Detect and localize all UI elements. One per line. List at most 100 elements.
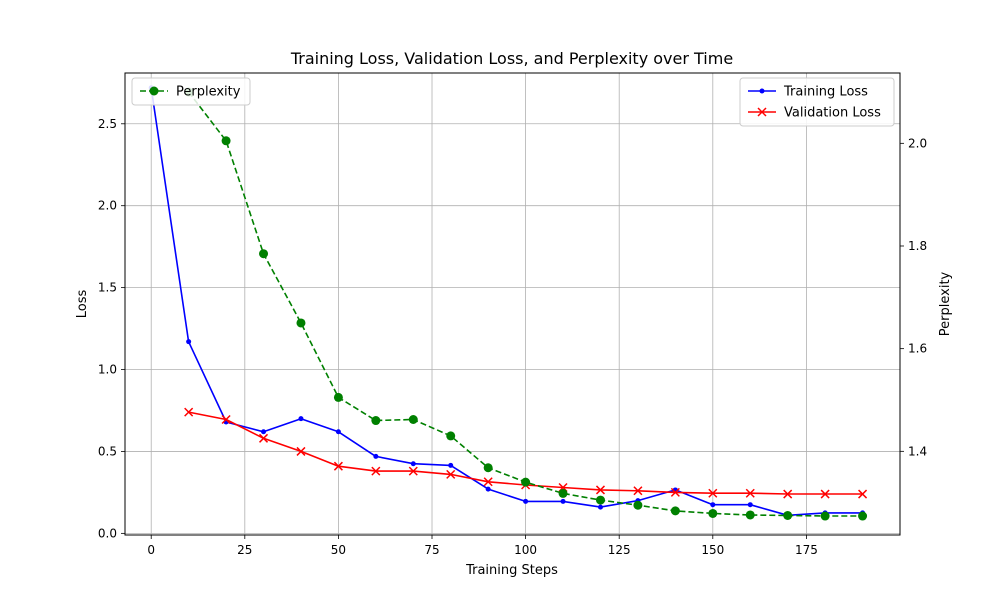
validation-loss-point [333, 461, 343, 471]
validation-loss-point [258, 433, 269, 443]
perplexity-point [483, 463, 493, 473]
training-loss-line [150, 87, 863, 517]
y2-tick-label: 1.4 [908, 444, 927, 458]
perplexity-point [371, 416, 381, 426]
perplexity-series [184, 87, 868, 521]
legend-label-perplexity: Perplexity [176, 85, 241, 100]
x-tick-label: 50 [331, 543, 346, 557]
x-marker-stroke [408, 466, 418, 476]
legend-marker-validation-loss [757, 107, 767, 117]
training-loss-point [747, 502, 753, 508]
training-loss-point [298, 416, 304, 422]
training-loss-point [448, 462, 454, 468]
x-tick-label: 175 [795, 543, 818, 557]
y-tick-label: 0.0 [98, 526, 117, 540]
y-tick-label: 2.0 [98, 199, 117, 213]
x-marker-stroke [708, 488, 718, 498]
perplexity-point [670, 506, 680, 516]
training-loss-point [261, 429, 267, 435]
x-marker-stroke [258, 433, 269, 443]
perplexity-point [595, 495, 605, 505]
training-loss-point [710, 502, 716, 508]
legend-label-training-loss: Training Loss [783, 85, 868, 100]
y-tick-label: 0.5 [98, 444, 117, 458]
y-tick-label: 2.5 [98, 117, 117, 131]
validation-loss-point [708, 488, 718, 498]
ticks-layer: 0 25 50 75 100 125 150 175 0.0 0.5 1.0 1.5 2.0 2.5 1.4… [98, 117, 927, 557]
x-marker-stroke [446, 469, 456, 479]
training-loss-point [410, 461, 416, 467]
training-loss-point [186, 339, 192, 345]
y2-tick-label: 2.0 [908, 136, 927, 150]
x-marker-stroke [333, 461, 343, 471]
y2-tick-label: 1.8 [908, 239, 927, 253]
x-marker-stroke [783, 489, 793, 499]
x-tick-label: 0 [147, 543, 155, 557]
x-tick-label: 25 [237, 543, 252, 557]
x-marker-stroke [296, 446, 306, 456]
legend-box [739, 77, 895, 127]
x-axis-label: Training Steps [465, 563, 558, 578]
validation-loss-point [783, 489, 793, 499]
perplexity-point [633, 500, 643, 510]
y-tick-label: 1.5 [98, 281, 117, 295]
training-loss-point [523, 498, 529, 504]
perplexity-point [259, 249, 269, 259]
validation-loss-point [820, 489, 830, 499]
validation-loss-point [371, 466, 381, 476]
x-marker-stroke [184, 407, 194, 417]
y-tick-label: 1.0 [98, 363, 117, 377]
legend-box [131, 77, 251, 106]
x-marker-stroke [221, 414, 231, 425]
x-marker-stroke [483, 477, 493, 487]
x-tick-label: 75 [424, 543, 439, 557]
perplexity-point [820, 511, 830, 521]
chart-title: Training Loss, Validation Loss, and Perp… [290, 49, 733, 68]
perplexity-point [408, 415, 418, 424]
perplexity-point [558, 488, 568, 498]
validation-loss-point [184, 407, 194, 417]
y2-axis-label: Perplexity [938, 271, 953, 336]
x-marker-stroke [745, 488, 755, 498]
validation-loss-point [633, 486, 643, 496]
validation-loss-point [595, 485, 606, 495]
x-marker-stroke [371, 466, 381, 476]
training-loss-series [148, 85, 866, 518]
plot-frame [124, 72, 901, 536]
perplexity-point [446, 431, 456, 441]
validation-loss-point [221, 414, 231, 425]
x-marker-stroke [670, 487, 680, 497]
perplexity-point [783, 510, 793, 520]
validation-loss-point [408, 466, 418, 476]
x-marker-stroke [595, 485, 606, 495]
perplexity-point [221, 136, 231, 146]
perplexity-point [858, 511, 868, 521]
validation-loss-point [745, 488, 755, 498]
training-loss-point [373, 453, 379, 459]
training-loss-point [597, 504, 603, 510]
perplexity-point [708, 508, 718, 518]
training-loss-point [560, 498, 566, 504]
perplexity-point [296, 318, 306, 328]
training-loss-point [485, 486, 491, 492]
y-axis-label: Loss [75, 290, 90, 319]
validation-loss-point [296, 446, 306, 456]
validation-loss-point [670, 487, 680, 497]
validation-loss-point [858, 489, 868, 499]
x-marker-stroke [858, 489, 868, 499]
validation-loss-point [483, 477, 493, 487]
perplexity-point [521, 477, 531, 487]
legend-marker-perplexity [149, 86, 159, 96]
x-marker-stroke [757, 107, 767, 117]
legend-loss: Training Loss Validation Loss [739, 77, 895, 127]
x-tick-label: 100 [514, 543, 537, 557]
x-tick-label: 125 [608, 543, 631, 557]
perplexity-point [745, 510, 755, 520]
grid-layer [125, 73, 900, 535]
series-layer [148, 85, 868, 521]
x-marker-stroke [633, 486, 643, 496]
legend-marker-training-loss [759, 88, 765, 94]
x-marker-stroke [820, 489, 830, 499]
